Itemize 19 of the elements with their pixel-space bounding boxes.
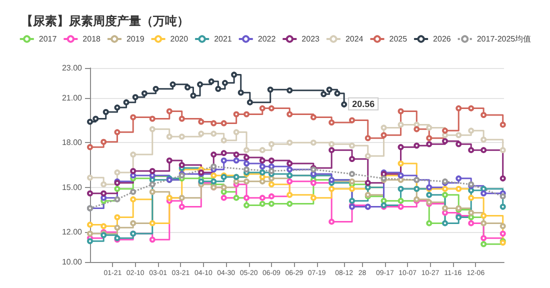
y-tick-label: 18.00 — [62, 138, 83, 148]
legend-label: 2019 — [126, 34, 145, 44]
legend-label: 2017-2025均值 — [476, 34, 532, 44]
legend-label: 2024 — [345, 34, 364, 44]
legend-label: 2017 — [38, 34, 58, 44]
legend-label: 2018 — [82, 34, 102, 44]
y-tick-label: 10.00 — [62, 258, 83, 266]
y-tick-label: 21.00 — [62, 93, 83, 102]
legend-label: 2023 — [302, 34, 320, 44]
legend-label: 2021 — [214, 34, 232, 44]
chart-title: 【尿素】尿素周度产量（万吨） — [21, 14, 189, 28]
legend-label: 2020 — [170, 34, 189, 44]
annotation: 20.56 — [352, 98, 375, 109]
legend-label: 2022 — [258, 34, 276, 44]
y-tick-label: 12.00 — [62, 228, 83, 237]
y-tick-label: 15.00 — [62, 182, 83, 192]
legend-label: 2025 — [389, 34, 408, 44]
legend-label: 2026 — [433, 34, 452, 44]
y-tick-label: 23.00 — [62, 64, 83, 72]
